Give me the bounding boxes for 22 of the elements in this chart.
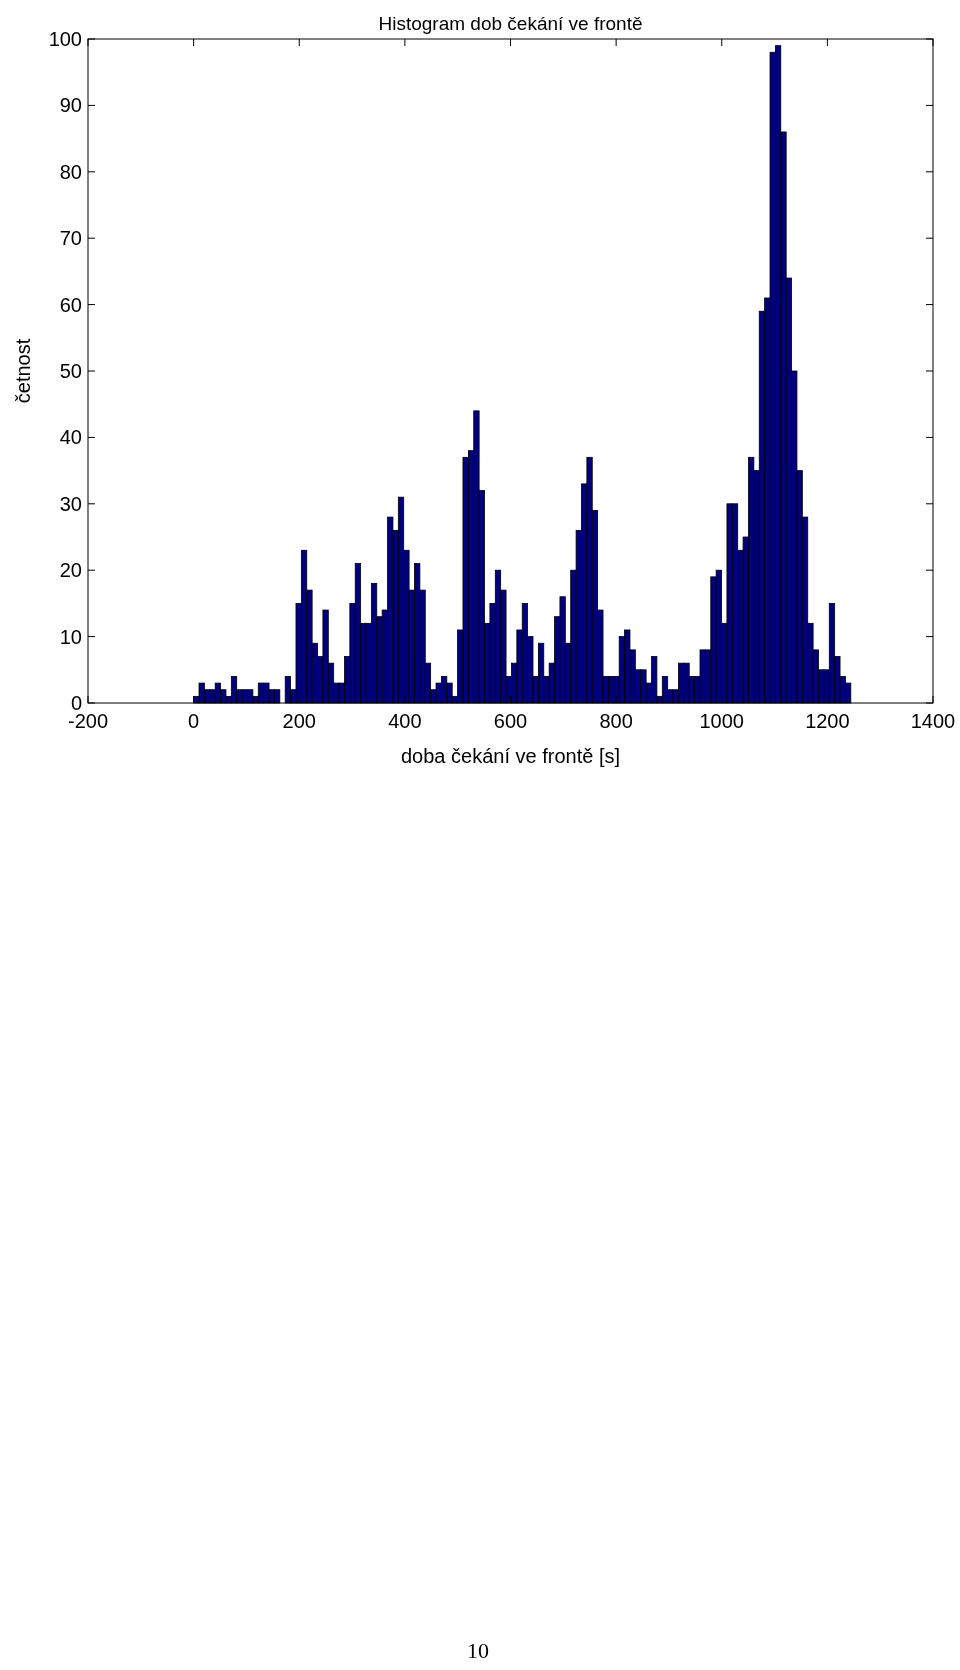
x-tick-label: 1200 [805,710,850,732]
y-tick-label: 70 [59,227,82,250]
y-tick-label: 60 [59,293,82,316]
y-tick-label: 50 [59,360,82,382]
x-tick-label: 1400 [910,710,956,732]
x-tick-label: 200 [282,710,316,732]
x-tick-label: 800 [599,710,633,732]
text: 10 [467,1638,489,1663]
x-tick-label: 1000 [699,710,744,732]
y-tick-label: 100 [48,28,82,50]
x-tick-label: 0 [188,710,200,732]
chart-title: Histogram dob čekání ve frontě [378,13,643,34]
x-tick-label: 600 [493,710,528,732]
y-tick-label: 40 [59,426,82,449]
y-tick-label: 20 [59,559,82,582]
y-tick-label: 80 [59,160,82,183]
x-tick-label: 400 [388,710,422,732]
y-tick-label: 30 [59,492,82,515]
y-axis-title: četnost [12,338,34,404]
y-tick-label: 10 [59,625,82,648]
y-tick-label: 90 [59,94,82,117]
x-axis-title: doba čekání ve frontě [s] [400,745,621,767]
